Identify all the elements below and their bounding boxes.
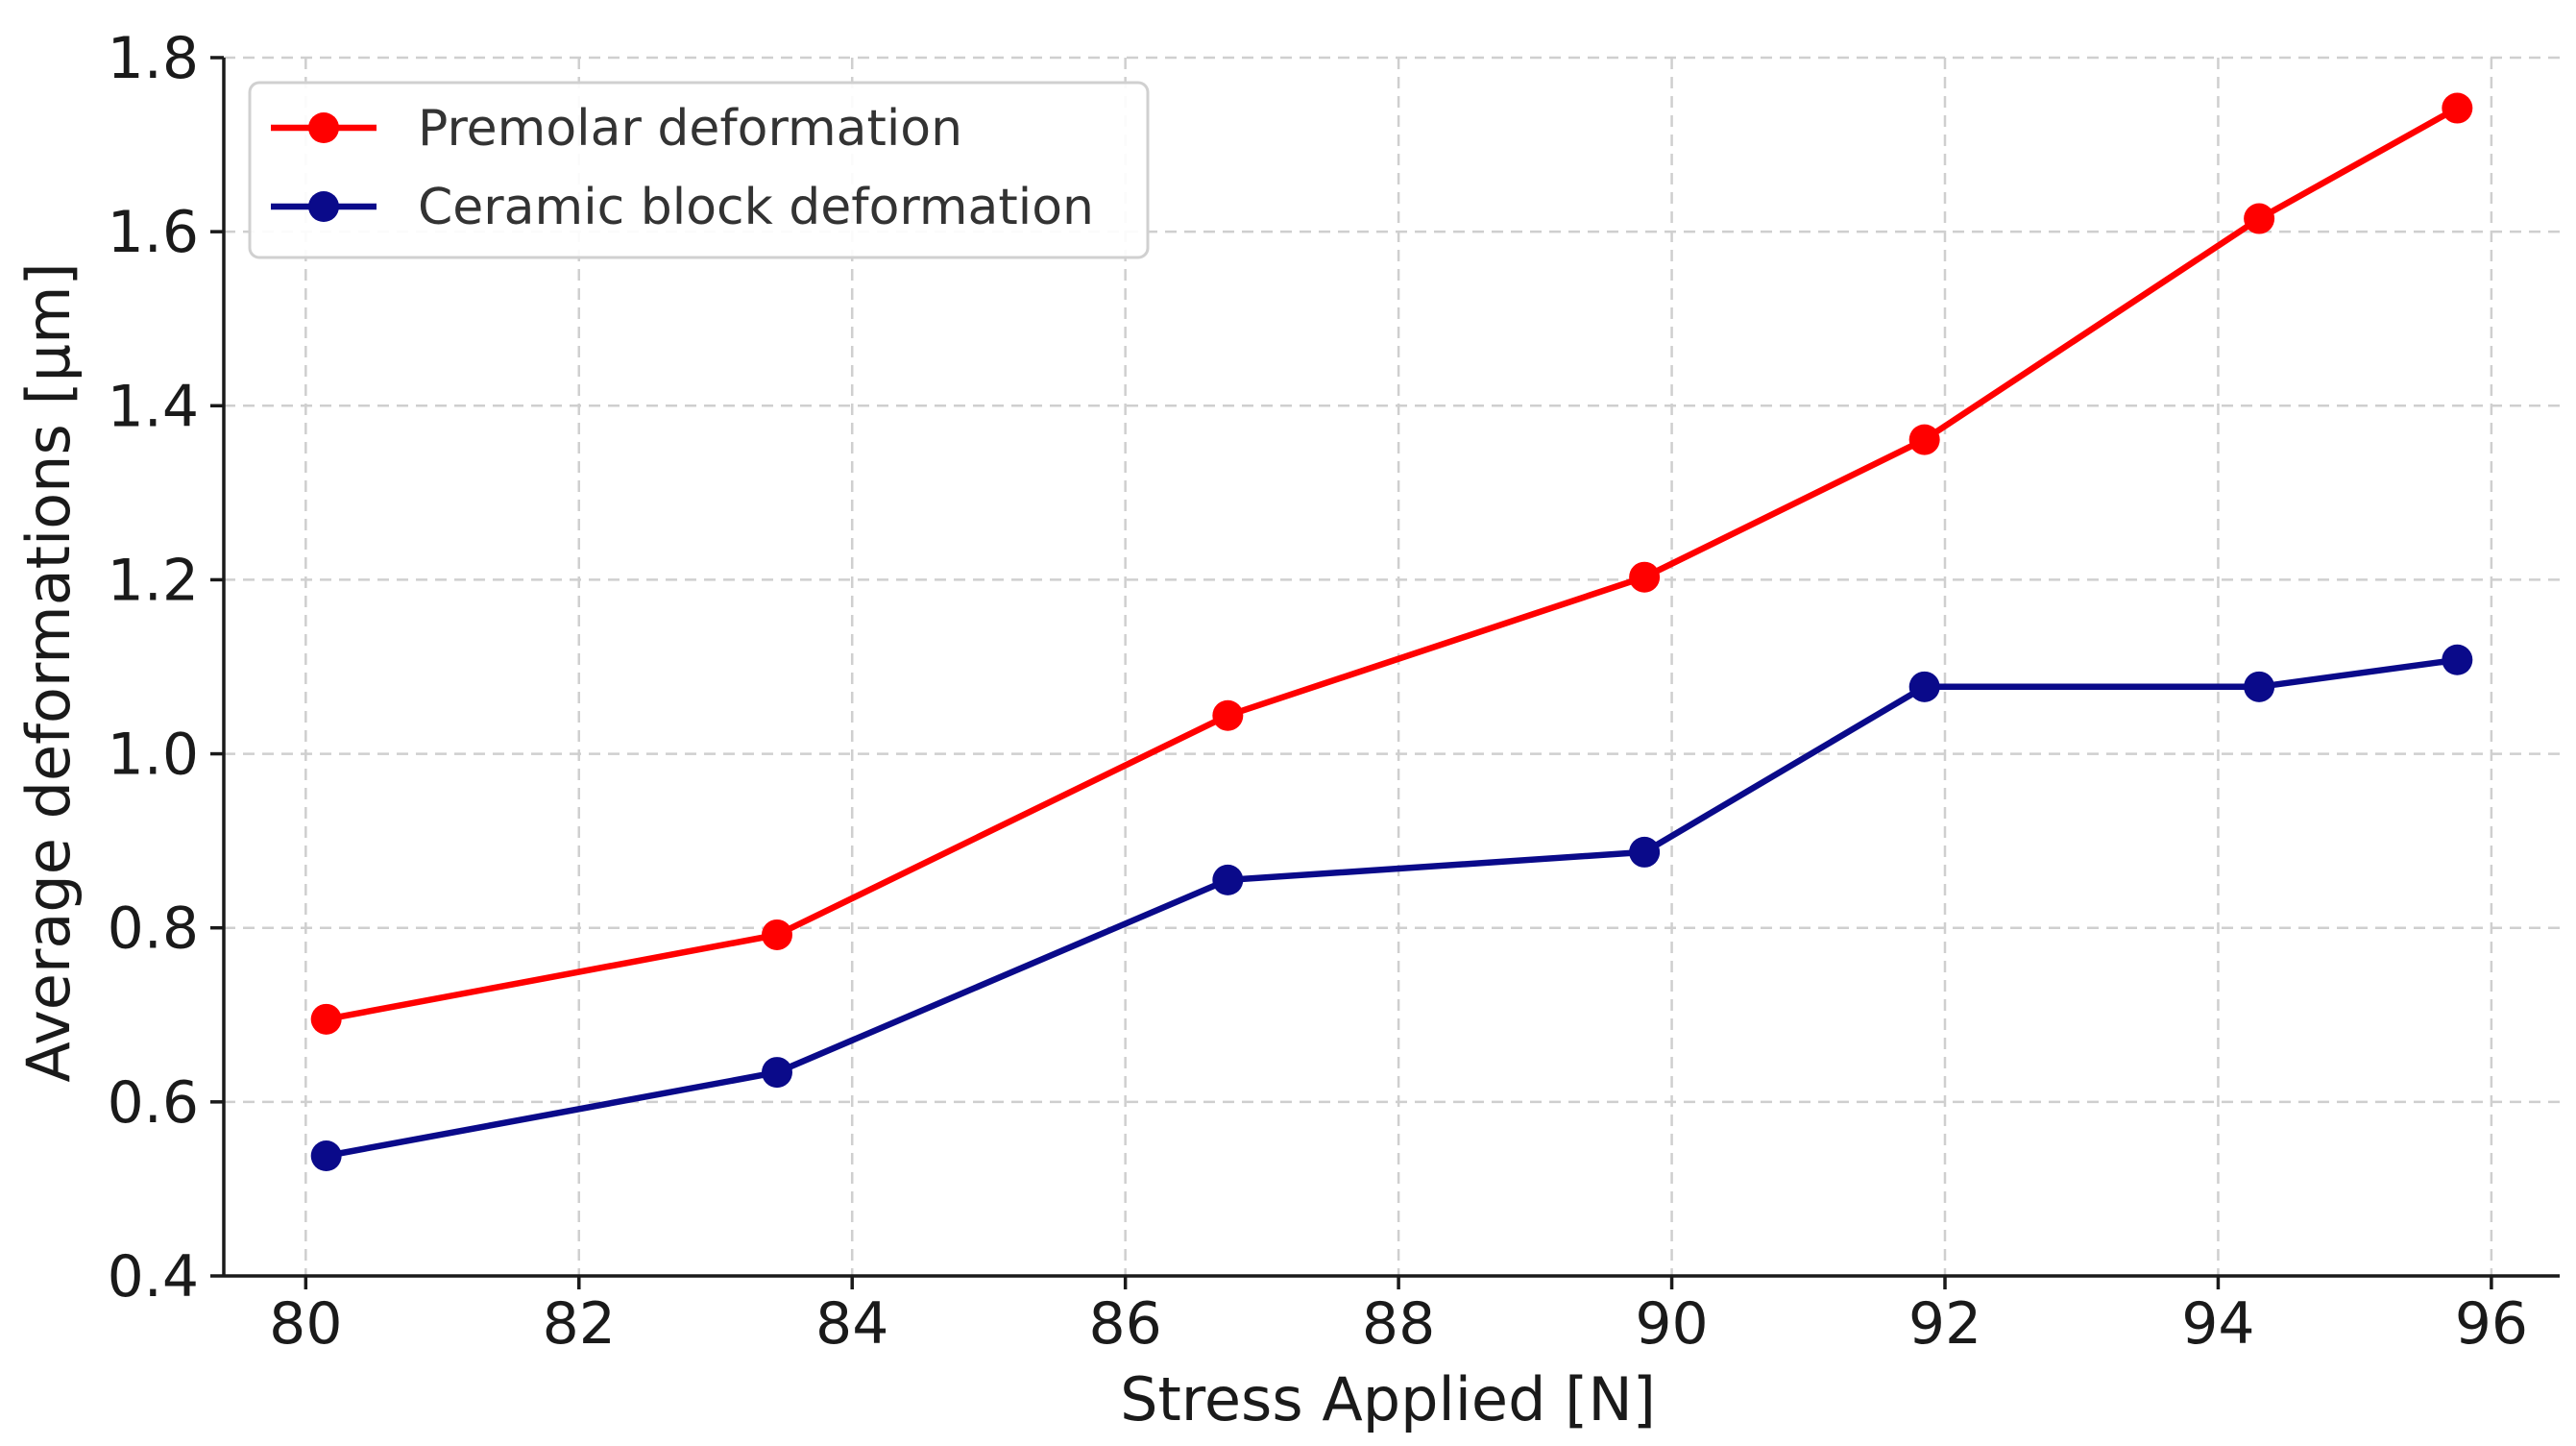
series-2-point [762, 1057, 792, 1089]
y-tick-label: 0.4 [108, 1243, 199, 1311]
series-1-point [1908, 424, 1940, 455]
series-1-point [310, 1003, 342, 1035]
legend-label: Premolar deformation [418, 100, 962, 158]
series-2-point [1908, 671, 1940, 702]
axes [222, 58, 2560, 1278]
x-axis-label: Stress Applied [N] [1120, 1364, 1656, 1434]
y-tick-label: 0.8 [108, 895, 199, 963]
series-1-point [1629, 561, 1661, 593]
y-tick-label: 1.0 [108, 722, 199, 789]
x-tick-label: 92 [1908, 1290, 1981, 1358]
series-2-point [1629, 836, 1661, 868]
series-2-point [2442, 644, 2473, 675]
series-2-point [310, 1140, 342, 1172]
x-tick-label: 80 [269, 1290, 342, 1358]
y-axis-label: Average deformations [µm] [13, 262, 84, 1082]
series-1-point [2244, 203, 2275, 234]
x-tick-label: 84 [815, 1290, 888, 1358]
series-1-point [762, 919, 792, 950]
x-tick-label: 82 [543, 1290, 616, 1358]
legend-label: Ceramic block deformation [418, 179, 1094, 236]
series-1-point [2442, 92, 2473, 124]
legend: Premolar deformation Ceramic block deform… [248, 81, 1150, 259]
x-tick-label: 90 [1635, 1290, 1708, 1358]
x-tick-label: 96 [2455, 1290, 2528, 1358]
legend-swatch-marker [308, 191, 339, 222]
legend-box [248, 81, 1150, 259]
y-tick-label: 1.8 [108, 25, 199, 92]
y-tick-label: 1.4 [108, 373, 199, 440]
legend-swatch-marker [308, 112, 339, 143]
series [310, 92, 2473, 1172]
y-tick-label: 1.6 [108, 199, 199, 266]
series-2-point [2244, 671, 2275, 702]
y-tick-label: 0.6 [108, 1069, 199, 1137]
ticks: 80 82 84 86 88 90 92 94 96 0.4 0.6 0.8 1.0 1.2 1.4 1.6 1… [108, 25, 2528, 1358]
x-tick-label: 94 [2181, 1290, 2254, 1358]
series-1-point [1212, 699, 1244, 731]
x-tick-label: 88 [1362, 1290, 1435, 1358]
y-tick-label: 1.2 [108, 547, 199, 614]
x-tick-label: 86 [1088, 1290, 1161, 1358]
series-2-point [1212, 864, 1244, 895]
